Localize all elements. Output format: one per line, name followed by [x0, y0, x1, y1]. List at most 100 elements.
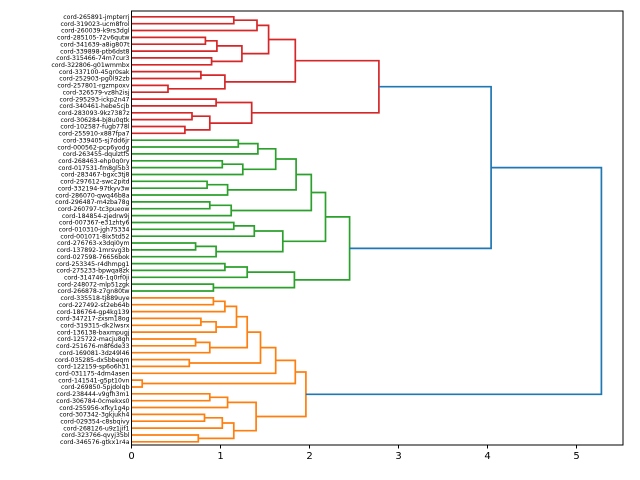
dendrogram-link-red [131, 84, 169, 94]
dendrogram-link-blue [305, 166, 603, 396]
leaf-label: cord-335518-tj889uye [61, 295, 130, 302]
dendrogram-link-orange [131, 416, 224, 429]
leaf-label: cord-332194-97tkyv3w [58, 185, 130, 192]
dendrogram-link-green [131, 262, 226, 272]
leaf-label: cord-137892-1mrsvg3b [57, 247, 130, 254]
leaf-label: cord-227492-st2eb64b [59, 302, 130, 309]
x-tick-label: 1 [217, 451, 223, 462]
leaf-label: cord-255910-x887fpa7 [59, 131, 130, 138]
leaf-label: cord-251676-m8f6de33 [56, 343, 129, 350]
dendrogram-link-red [131, 15, 235, 25]
dendrogram-link-green [131, 242, 197, 251]
leaf-label: cord-125722-macju8gh [57, 336, 129, 343]
leaf-label: cord-269850-5pjdolqb [61, 384, 130, 391]
dendrogram-link-orange [131, 358, 191, 368]
dendrogram-link-green [282, 191, 327, 243]
leaf-label: cord-265891-jmpterrj [63, 14, 130, 21]
dendrogram-link-green [131, 221, 235, 231]
dendrogram-link-green [242, 147, 277, 171]
dendrogram-link-orange [198, 422, 235, 440]
dendrogram-link-red [241, 24, 270, 55]
leaf-label: cord-007367-e31zhty6 [59, 220, 130, 227]
dendrogram-link-orange [131, 320, 217, 333]
dendrogram-link-orange [131, 392, 211, 402]
leaf-label: cord-276763-x3dqi0ym [57, 240, 129, 247]
leaf-label: cord-252903-pg0l92zb [59, 76, 129, 83]
leaf-label: cord-297612-swc2pitd [60, 179, 129, 186]
dendrogram-link-orange [131, 379, 144, 388]
dendrogram-link-orange [256, 371, 307, 418]
dendrogram-link-green [216, 230, 284, 253]
leaf-label: cord-286070-qwq46b8a [55, 192, 129, 199]
leaf-label: cord-275233-bpwqa8zk [56, 268, 129, 275]
leaf-label: cord-136138-baxmpugj [57, 329, 130, 336]
leaf-label: cord-260797-tc3pueow [58, 206, 130, 213]
dendrogram-link-orange [131, 297, 215, 306]
leaf-label: cord-339405-sj7dd6jr [63, 137, 130, 144]
dendrogram-link-green [131, 283, 215, 292]
dendrogram-link-orange [131, 434, 200, 443]
leaf-label: cord-000562-pcp6yodg [57, 144, 129, 151]
dendrogram-link-orange [131, 300, 226, 313]
leaf-label: cord-322806-g01wmmbx [51, 62, 129, 69]
leaf-label: cord-253345-r4dhmpg1 [56, 261, 130, 268]
leaf-label: cord-257801-rgzmpoxv [57, 83, 129, 90]
leaf-label: cord-340461-hebe5cjb [59, 103, 129, 110]
dendrogram-link-green [131, 266, 249, 279]
leaf-label: cord-285105-72v6qutw [57, 35, 129, 42]
dendrogram-link-green [131, 183, 229, 196]
dendrogram-link-green [131, 204, 233, 217]
leaf-label: cord-314746-1q0rf0ji [64, 275, 130, 282]
leaf-label: cord-326579-vz8h2isj [63, 89, 130, 96]
leaf-label: cord-319023-ucm8frol [60, 21, 129, 28]
leaf-label: cord-029354-c8sbqivy [60, 418, 129, 425]
x-tick-label: 2 [306, 451, 312, 462]
leaf-label: cord-102587-fugb778l [60, 124, 129, 131]
x-tick-label: 5 [573, 451, 579, 462]
dendrogram-link-red [131, 111, 193, 121]
leaf-label: cord-347217-zxsm18og [56, 316, 129, 323]
leaf-label: cord-283093-9kz7387z [58, 110, 129, 117]
dendrogram-link-green [131, 139, 240, 148]
dendrogram-link-red [131, 125, 186, 135]
dendrogram-link-red [168, 74, 226, 90]
dendrogram-link-orange [227, 401, 257, 432]
dendrogram-link-green [131, 159, 224, 169]
dendrogram-link-green [131, 163, 244, 176]
leaf-label: cord-346576-gtkx1r4a [60, 439, 130, 446]
leaf-label: cord-307342-3gkjukh4 [59, 412, 129, 419]
leaf-label: cord-341639-a8ig807t [60, 41, 130, 48]
leaf-label: cord-319315-dk2lwsrx [60, 323, 129, 330]
leaf-label: cord-255956-xfky1g4p [59, 405, 129, 412]
dendrogram-link-green [131, 225, 256, 238]
leaf-label: cord-001071-8ix5td52 [60, 233, 129, 240]
leaf-label: cord-248072-mlp51zgk [58, 281, 130, 288]
leaf-label: cord-260039-k9rs3dgl [61, 28, 130, 35]
dendrogram-link-red [131, 70, 202, 80]
dendrogram-link-red [184, 115, 211, 131]
x-tick-label: 3 [395, 451, 401, 462]
axes-frame [131, 10, 624, 446]
leaf-label: cord-027598-76656bok [57, 254, 130, 261]
dendrogram-link-orange [131, 396, 229, 409]
leaf-label: cord-169081-3dz49l46 [59, 350, 129, 357]
leaf-label: cord-339898-ptb6dst8 [60, 48, 129, 55]
dendrogram-link-blue [349, 85, 492, 250]
dendrogram-links [131, 15, 603, 443]
dendrogram-link-red [131, 19, 258, 32]
leaf-label: cord-337100-45gr0sak [59, 69, 130, 76]
dendrogram-link-orange [216, 305, 238, 328]
leaf-label: cord-295293-ickp2n47 [60, 96, 130, 103]
leaf-label: cord-035285-dx5bbeqm [55, 357, 130, 364]
leaf-label: cord-141541-g5pt10vn [58, 377, 129, 384]
dendrogram-link-red [131, 36, 207, 46]
leaf-label: cord-266878-z7gn80tw [57, 288, 129, 295]
leaf-label: cord-122159-sp6o6h31 [57, 364, 129, 371]
dendrogram-link-orange [131, 341, 211, 354]
x-tick-label: 4 [484, 451, 490, 462]
dendrogram-link-red [131, 57, 213, 66]
dendrogram-link-green [294, 216, 351, 281]
leaf-label: cord-306284-bj8u0qtk [60, 117, 129, 124]
